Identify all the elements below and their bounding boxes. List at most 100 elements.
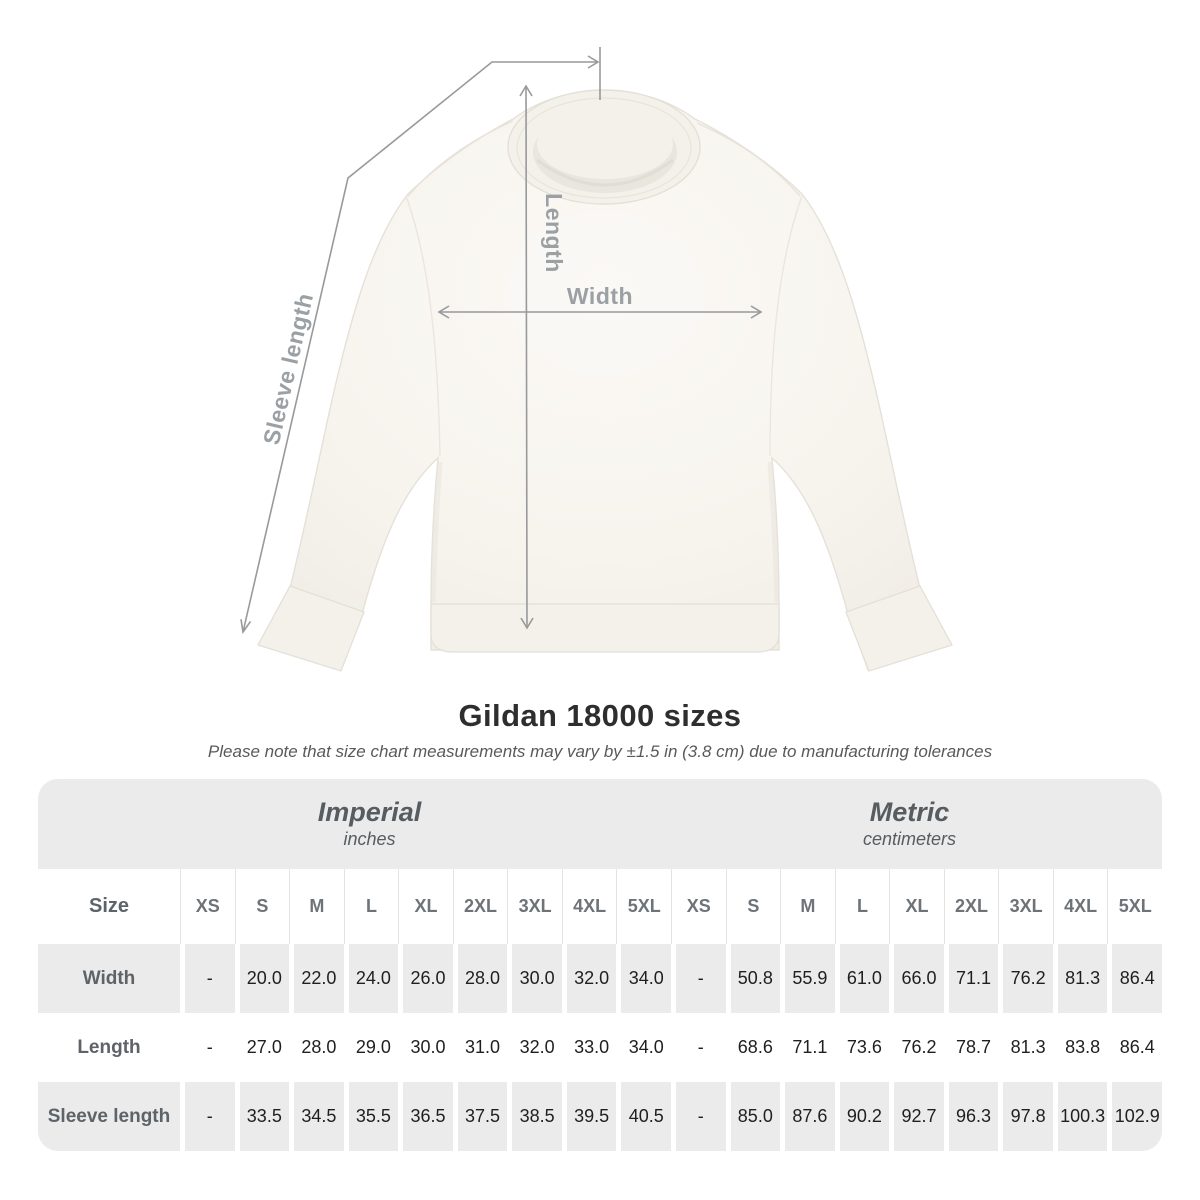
metric-value-cell: 71.1: [780, 1013, 835, 1082]
left-shoulder-seam: [407, 120, 514, 197]
imperial-value-cell: -: [180, 944, 235, 1013]
metric-size-header-cell: M: [780, 869, 835, 944]
imperial-value-cell: 34.0: [616, 944, 671, 1013]
imperial-value-cell: 29.0: [343, 1013, 399, 1082]
imperial-size-header-cell: 5XL: [616, 869, 671, 944]
metric-value-cell: 86.4: [1107, 1013, 1162, 1082]
right-junction-shadow: [767, 461, 780, 603]
row-label-cell: Sleeve length: [38, 1082, 180, 1151]
imperial-value-cell: 33.5: [234, 1082, 290, 1151]
sweatshirt-illustration: Length Width Sleeve length: [240, 47, 953, 672]
size-chart-table: Imperial inches Metric centimeters Size X…: [38, 779, 1162, 1151]
metric-value-cell: 73.6: [834, 1013, 890, 1082]
imperial-size-header-cell: L: [343, 869, 399, 944]
row-label-cell: Length: [77, 1036, 141, 1058]
length-label: Length: [541, 193, 567, 273]
metric-value-cell: 92.7: [889, 1082, 944, 1151]
imperial-value-cell: 39.5: [561, 1082, 617, 1151]
imperial-value-cell: 28.0: [452, 944, 508, 1013]
right-cuff: [845, 585, 953, 672]
metric-value-cell: 96.3: [943, 1082, 999, 1151]
metric-size-header-cell: 4XL: [1052, 869, 1108, 944]
metric-value-cell: -: [671, 1082, 726, 1151]
imperial-size-header-cell: M: [289, 869, 344, 944]
imperial-value-cell: 32.0: [561, 944, 617, 1013]
imperial-value-cell: -: [180, 1013, 235, 1082]
imperial-size-header-cell: 3XL: [507, 869, 562, 944]
metric-value-cell: 97.8: [998, 1082, 1053, 1151]
imperial-value-cell: 34.5: [289, 1082, 344, 1151]
row-label-cell: Width: [38, 944, 180, 1013]
metric-value-cell: 100.3: [1052, 1082, 1108, 1151]
imperial-value-cell: 28.0: [289, 1013, 344, 1082]
waistband: [430, 603, 780, 653]
imperial-value-cell: 33.0: [561, 1013, 617, 1082]
length-measure-line: [525, 85, 528, 629]
metric-size-header-cell: XS: [671, 869, 726, 944]
width-arrowhead-right: [750, 305, 763, 319]
length-arrowhead-bottom: [520, 617, 534, 630]
right-armhole-seam: [769, 195, 803, 457]
metric-title: Metric: [869, 797, 950, 827]
metric-value-cell: 66.0: [889, 944, 944, 1013]
imperial-value-cell: 32.0: [507, 1013, 562, 1082]
imperial-size-header-cell: 2XL: [452, 869, 508, 944]
imperial-size-header-cell: XL: [398, 869, 453, 944]
table-header-row: Size XS S M L XL 2XL 3XL 4XL 5XL XS S M L XL 2XL 3XL 4XL 5…: [38, 869, 1162, 944]
metric-unit: centimeters: [862, 829, 957, 849]
table-rows: Width -20.0 22.0 24.0 26.0 28.0 30.0 32.0 34.0-5…: [38, 944, 1162, 1151]
metric-value-cell: -: [671, 944, 726, 1013]
sleeve-arrowhead-top: [587, 55, 600, 69]
metric-size-header-cell: 3XL: [998, 869, 1053, 944]
imperial-value-cell: 26.0: [398, 944, 453, 1013]
metric-value-cell: 87.6: [780, 1082, 835, 1151]
imperial-value-cell: 22.0: [289, 944, 344, 1013]
metric-value-cell: 81.3: [1052, 944, 1108, 1013]
imperial-value-cell: 40.5: [616, 1082, 671, 1151]
collar-rib-seam: [516, 97, 692, 199]
imperial-value-cell: 38.5: [507, 1082, 562, 1151]
metric-value-cell: 71.1: [943, 944, 999, 1013]
metric-value-cell: 102.9: [1107, 1082, 1162, 1151]
imperial-size-header-cell: S: [234, 869, 290, 944]
imperial-value-cell: 20.0: [234, 944, 290, 1013]
metric-size-header-cell: 2XL: [943, 869, 999, 944]
metric-size-header-cell: L: [834, 869, 890, 944]
left-cuff: [257, 585, 365, 672]
width-arrowhead-left: [437, 305, 450, 319]
metric-value-cell: 76.2: [998, 944, 1053, 1013]
metric-size-header-cell: S: [725, 869, 781, 944]
imperial-value-cell: 27.0: [234, 1013, 290, 1082]
width-label: Width: [567, 283, 633, 309]
imperial-size-header-cell: XS: [180, 869, 235, 944]
table-row: Width -20.0 22.0 24.0 26.0 28.0 30.0 32.0 34.0-5…: [38, 944, 1162, 1013]
page-subtitle: Please note that size chart measurements…: [207, 742, 993, 761]
metric-value-cell: 76.2: [889, 1013, 944, 1082]
metric-value-cell: 81.3: [998, 1013, 1053, 1082]
imperial-value-cell: 35.5: [343, 1082, 399, 1151]
imperial-value-cell: 34.0: [616, 1013, 671, 1082]
sweatshirt-measurement-diagram: Length Width Sleeve length: [240, 47, 953, 672]
metric-value-cell: 83.8: [1052, 1013, 1108, 1082]
imperial-value-cell: -: [180, 1082, 235, 1151]
imperial-unit: inches: [343, 829, 396, 849]
table-row: Length -27.0 28.0 29.0 30.0 31.0 32.0 33.0 34.0-…: [38, 1013, 1162, 1082]
imperial-value-cell: 36.5: [398, 1082, 453, 1151]
metric-value-cell: 55.9: [780, 944, 835, 1013]
collar-back-panel: [537, 109, 673, 179]
page-title: Gildan 18000 sizes: [458, 698, 742, 733]
length-arrowhead-top: [519, 84, 533, 97]
right-shoulder-seam: [696, 122, 801, 197]
metric-value-cell: 78.7: [943, 1013, 999, 1082]
collar-inner-shadow: [536, 158, 674, 187]
table-row: Sleeve length -33.5 34.5 35.5 36.5 37.5 38.5 39…: [38, 1082, 1162, 1151]
metric-value-cell: 85.0: [725, 1082, 781, 1151]
sleeve-length-label: Sleeve length: [258, 290, 318, 447]
measurement-annotations: [240, 47, 763, 635]
metric-value-cell: 50.8: [725, 944, 781, 1013]
imperial-title: Imperial: [317, 797, 422, 827]
sleeve-arrowhead-cuff: [240, 619, 252, 635]
units-band: Imperial inches Metric centimeters: [38, 779, 1162, 869]
metric-value-cell: 86.4: [1107, 944, 1162, 1013]
